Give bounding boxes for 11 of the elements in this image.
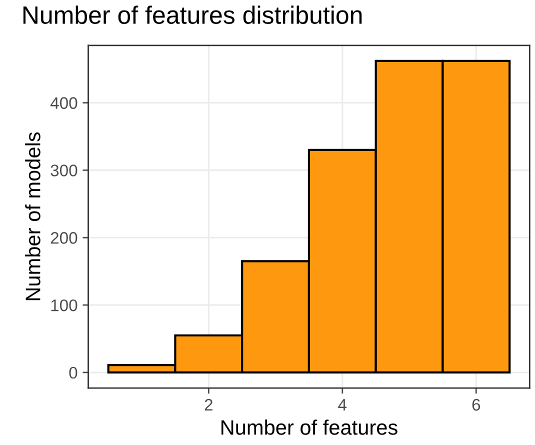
x-tick-label: 6	[472, 398, 480, 411]
chart-title: Number of features distribution	[23, 6, 362, 24]
y-tick-label: 100	[51, 299, 78, 312]
x-tick-label: 2	[204, 398, 212, 411]
y-axis-title: Number of models	[25, 132, 40, 300]
y-tick-label: 200	[50, 232, 78, 244]
y-tick-label: 300	[50, 164, 78, 176]
y-tick-label: 400	[50, 97, 78, 109]
x-tick-label: 4	[338, 399, 347, 411]
x-axis-title: Number of features	[222, 420, 398, 435]
y-tick-label: 0	[69, 366, 78, 379]
